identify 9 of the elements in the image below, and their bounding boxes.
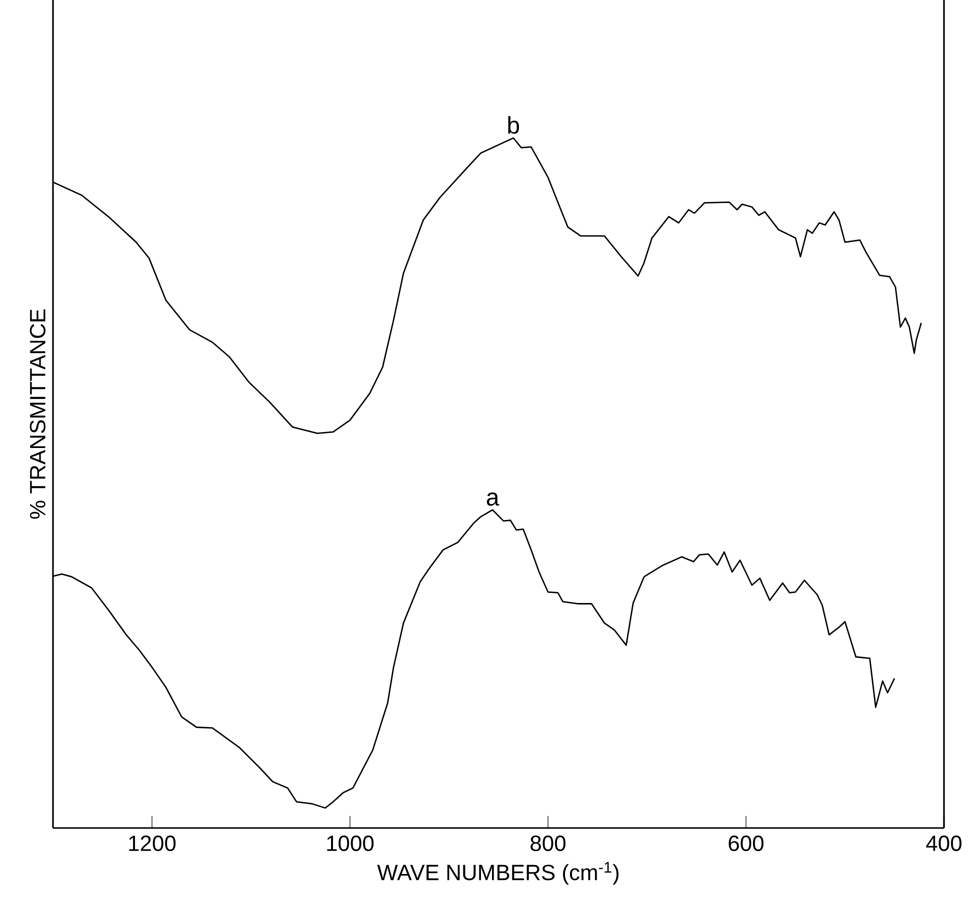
x-tick-label: 800 — [530, 836, 566, 852]
series-label: b — [508, 116, 520, 134]
y-axis-title: % TRANSMITTANCE — [30, 309, 46, 519]
x-tick-label: 1200 — [129, 836, 176, 852]
x-tick-label: 1000 — [327, 836, 374, 852]
series-label: a — [486, 492, 500, 506]
x-axis-title: WAVE NUMBERS (cm$^{-1}$) — [377, 862, 618, 885]
x-tick-label: 600 — [728, 836, 764, 852]
x-tick-label: 400 — [926, 836, 962, 852]
